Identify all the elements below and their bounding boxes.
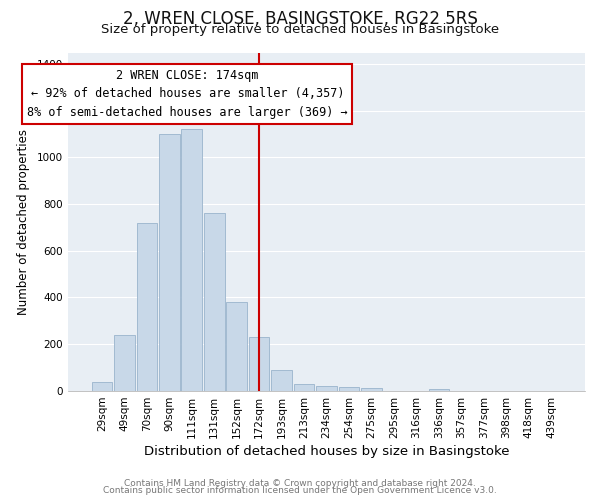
Bar	[316, 386, 337, 390]
Bar	[114, 334, 135, 390]
Bar	[338, 387, 359, 390]
Bar	[249, 337, 269, 390]
Bar	[137, 222, 157, 390]
Bar	[271, 370, 292, 390]
Text: Size of property relative to detached houses in Basingstoke: Size of property relative to detached ho…	[101, 22, 499, 36]
X-axis label: Distribution of detached houses by size in Basingstoke: Distribution of detached houses by size …	[144, 444, 509, 458]
Bar	[181, 130, 202, 390]
Bar	[226, 302, 247, 390]
Bar	[361, 388, 382, 390]
Bar	[294, 384, 314, 390]
Bar	[204, 214, 224, 390]
Y-axis label: Number of detached properties: Number of detached properties	[17, 128, 30, 314]
Bar	[92, 382, 112, 390]
Text: Contains HM Land Registry data © Crown copyright and database right 2024.: Contains HM Land Registry data © Crown c…	[124, 478, 476, 488]
Text: Contains public sector information licensed under the Open Government Licence v3: Contains public sector information licen…	[103, 486, 497, 495]
Text: 2, WREN CLOSE, BASINGSTOKE, RG22 5RS: 2, WREN CLOSE, BASINGSTOKE, RG22 5RS	[122, 10, 478, 28]
Bar	[159, 134, 179, 390]
Text: 2 WREN CLOSE: 174sqm
← 92% of detached houses are smaller (4,357)
8% of semi-det: 2 WREN CLOSE: 174sqm ← 92% of detached h…	[27, 69, 347, 119]
